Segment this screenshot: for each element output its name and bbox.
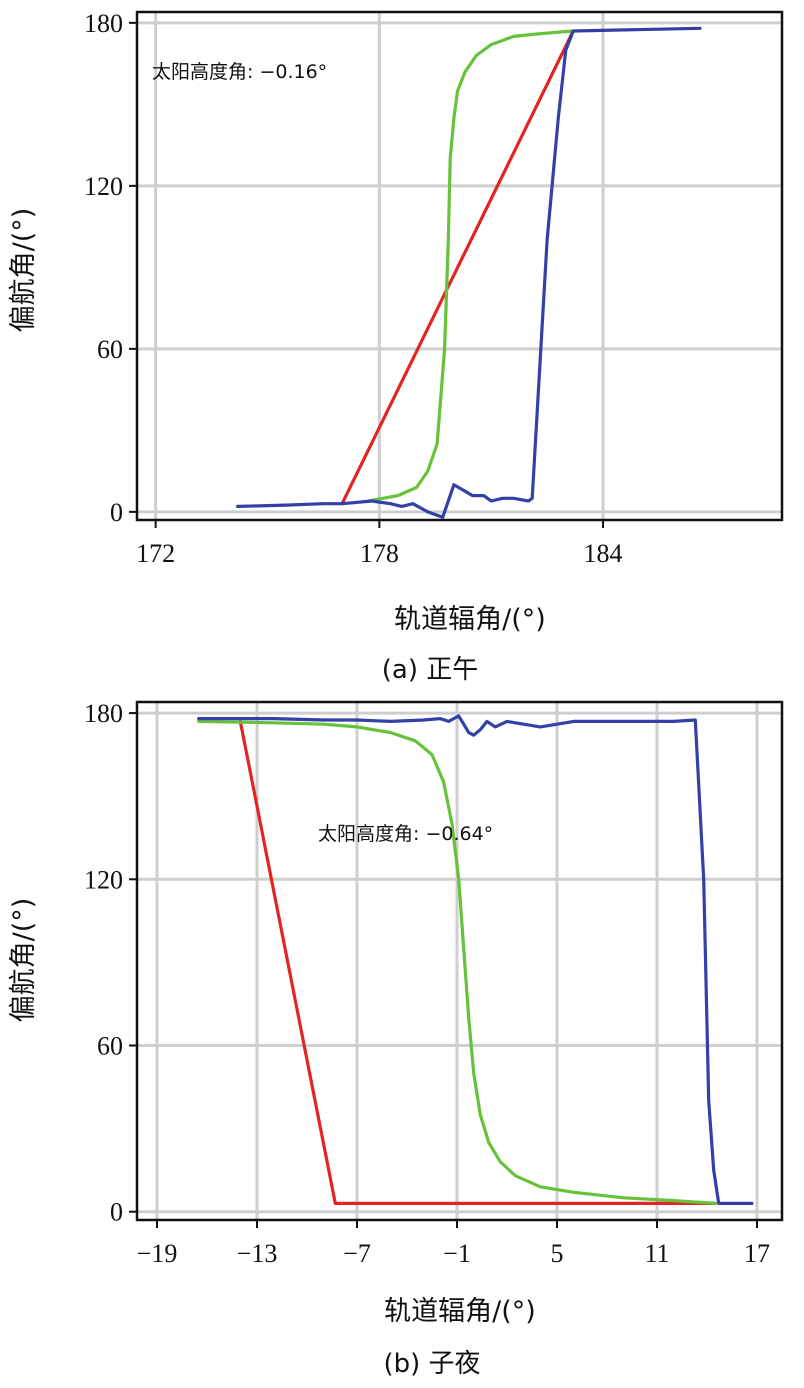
panel-b-x-tick-label: −1 [443, 1239, 471, 1268]
panel-b-y-tick-label: 0 [110, 1198, 123, 1227]
panel-b-midnight: −19 −13 −7 −1 5 11 17 0 60 120 180 太阳高度角: −0.64° 轨… [8, 699, 784, 1379]
panel-b-green-series-line [197, 719, 717, 1206]
panel-a-caption: (a) 正午 [382, 655, 479, 685]
panel-b-x-axis-title: 轨道辐角/(°) [384, 1296, 536, 1327]
panel-a-y-tick-label: 60 [97, 335, 123, 364]
panel-b-plot-frame [135, 700, 784, 1222]
panel-b-x-tick-label: 11 [644, 1239, 669, 1268]
panel-a-x-tick-label: 184 [584, 539, 623, 568]
panel-a-grid [137, 12, 782, 520]
panel-a-series [236, 26, 702, 519]
panel-a-plot-frame [135, 10, 784, 522]
panel-a-sun-elevation-annotation: 太阳高度角: −0.16° [152, 61, 327, 83]
panel-a-x-tick-label: 172 [136, 539, 175, 568]
panel-b-ticks: −19 −13 −7 −1 5 11 17 0 60 120 180 [84, 699, 770, 1268]
panel-b-x-tick-label: 17 [744, 1239, 770, 1268]
panel-a-blue-series-line [236, 26, 702, 519]
panel-b-sun-elevation-annotation: 太阳高度角: −0.64° [318, 823, 493, 845]
panel-b-series [197, 714, 754, 1206]
panel-b-x-tick-label: −7 [343, 1239, 371, 1268]
panel-a-red-series-line [340, 29, 575, 506]
panel-a-y-axis-title: 偏航角/(°) [8, 208, 39, 333]
panel-b-y-tick-label: 120 [84, 865, 123, 894]
panel-b-red-series-line [238, 719, 717, 1206]
panel-a-x-tick-label: 178 [360, 539, 399, 568]
panel-a-noon: 172 178 184 0 60 120 180 太阳高度角: −0.16° 轨道辐角/(°… [8, 9, 784, 685]
panel-b-blue-series-line [197, 714, 754, 1206]
panel-a-green-series-line [366, 29, 575, 503]
panel-b-x-tick-label: 5 [551, 1239, 564, 1268]
panel-b-caption: (b) 子夜 [383, 1349, 480, 1379]
panel-b-x-tick-label: −19 [137, 1239, 178, 1268]
panel-a-y-tick-label: 0 [110, 498, 123, 527]
panel-b-y-tick-label: 60 [97, 1031, 123, 1060]
panel-b-x-tick-label: −13 [237, 1239, 278, 1268]
panel-a-ticks: 172 178 184 0 60 120 180 [84, 9, 623, 568]
panel-b-y-tick-label: 180 [84, 699, 123, 728]
panel-b-y-axis-title: 偏航角/(°) [8, 898, 39, 1023]
panel-b-grid [137, 702, 782, 1220]
panel-a-y-tick-label: 180 [84, 9, 123, 38]
panel-a-x-axis-title: 轨道辐角/(°) [394, 604, 546, 635]
panel-a-y-tick-label: 120 [84, 172, 123, 201]
